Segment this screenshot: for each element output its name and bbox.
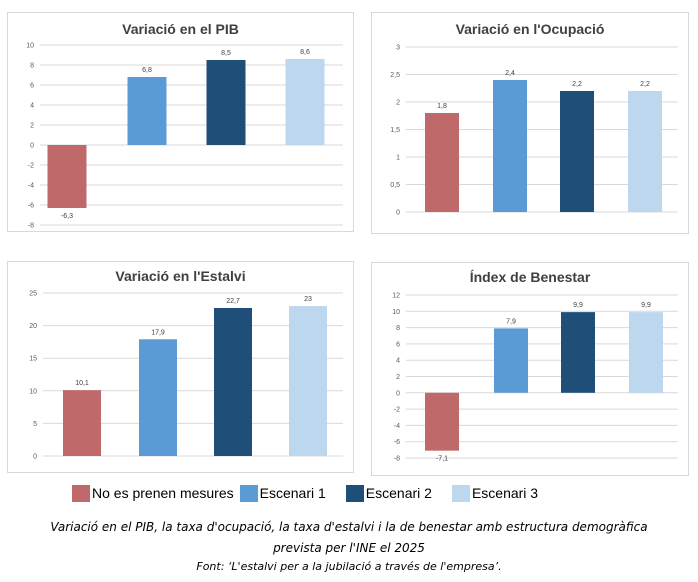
ytick-label-pib-2: 6 xyxy=(30,83,34,90)
ytick-label-ocupacio-6: 0 xyxy=(396,210,400,217)
figure-caption-line1: Variació en el PIB, la taxa d'ocupació, … xyxy=(50,520,648,534)
ytick-label-pib-8: -6 xyxy=(28,203,34,210)
bar-ocupacio-escenari-2 xyxy=(560,91,594,212)
chart-title-benestar: Índex de Benestar xyxy=(469,269,591,285)
bar-estalvi-escenari-2 xyxy=(214,307,252,456)
chart-title-estalvi: Variació en l'Estalvi xyxy=(115,268,246,284)
legend-label-escenari-3: Escenari 3 xyxy=(471,485,539,501)
ytick-label-benestar-10: -8 xyxy=(394,456,400,463)
data-label-benestar-escenari-3: 9,9 xyxy=(641,302,651,309)
ytick-label-pib-0: 10 xyxy=(26,43,34,50)
legend: No es prenen mesures Escenari 1 Escenari… xyxy=(72,483,544,503)
chart-panel-pib: Variació en el PIB 10 8 6 4 2 0 -2 -4 -6 -8 -6,3 6,… xyxy=(7,12,354,232)
ytick-label-ocupacio-4: 1 xyxy=(396,155,400,162)
bar-ocupacio-escenari-1 xyxy=(493,80,527,212)
chart-estalvi-plot: 25 20 15 10 5 0 10,1 17,9 22,7 23 xyxy=(29,291,343,461)
data-label-estalvi-escenari-1: 17,9 xyxy=(151,329,165,336)
data-label-pib-no-mesures: -6,3 xyxy=(61,213,73,220)
data-label-estalvi-escenari-2: 22,7 xyxy=(226,298,240,305)
chart-title-ocupacio: Variació en l'Ocupació xyxy=(455,21,605,37)
ytick-label-benestar-8: -4 xyxy=(394,423,400,430)
data-label-pib-escenari-3: 8,6 xyxy=(300,49,310,56)
bar-ocupacio-escenari-3 xyxy=(628,91,662,212)
ytick-label-ocupacio-0: 3 xyxy=(396,45,400,52)
data-label-benestar-escenari-2: 9,9 xyxy=(573,302,583,309)
ytick-label-ocupacio-2: 2 xyxy=(396,100,400,107)
bar-pib-no-mesures xyxy=(47,145,87,208)
data-label-pib-escenari-2: 8,5 xyxy=(221,50,231,57)
ytick-label-estalvi-2: 15 xyxy=(29,356,37,363)
legend-swatch-no-mesures xyxy=(72,484,90,502)
legend-swatch-escenari-1 xyxy=(239,484,258,502)
legend-item-no-mesures: No es prenen mesures xyxy=(72,484,234,502)
legend-item-escenari-2: Escenari 2 xyxy=(345,484,432,502)
legend-item-escenari-1: Escenari 1 xyxy=(239,484,326,502)
ytick-label-pib-9: -8 xyxy=(28,223,34,230)
bar-benestar-escenari-3 xyxy=(629,312,663,393)
ytick-label-pib-3: 4 xyxy=(30,103,34,110)
data-label-ocupacio-escenari-2: 2,2 xyxy=(572,81,582,88)
ytick-label-pib-6: -2 xyxy=(28,163,34,170)
bar-ocupacio-no-mesures xyxy=(425,113,459,212)
legend-item-escenari-3: Escenari 3 xyxy=(451,484,539,502)
data-label-ocupacio-escenari-1: 2,4 xyxy=(505,70,515,77)
bar-pib-escenari-2 xyxy=(206,60,246,145)
ytick-label-benestar-0: 12 xyxy=(392,293,400,300)
figure-caption-line2: prevista per l'INE el 2025 xyxy=(273,541,425,555)
ytick-label-estalvi-5: 0 xyxy=(33,454,37,461)
ytick-label-benestar-1: 10 xyxy=(392,309,400,316)
ytick-label-pib-1: 8 xyxy=(30,63,34,70)
bar-estalvi-no-mesures xyxy=(63,390,101,456)
chart-pib-plot: 10 8 6 4 2 0 -2 -4 -6 -8 -6,3 6,8 8,5 8,6 xyxy=(26,43,343,230)
ytick-label-benestar-2: 8 xyxy=(396,325,400,332)
ytick-label-benestar-5: 2 xyxy=(396,374,400,381)
ytick-label-estalvi-3: 10 xyxy=(29,388,37,395)
chart-title-pib: Variació en el PIB xyxy=(122,21,239,37)
ytick-label-pib-5: 0 xyxy=(30,143,34,150)
ytick-label-estalvi-1: 20 xyxy=(29,323,37,330)
data-label-ocupacio-escenari-3: 2,2 xyxy=(640,81,650,88)
legend-label-escenari-2: Escenari 2 xyxy=(365,485,432,501)
ytick-label-benestar-4: 4 xyxy=(396,358,400,365)
chart-panel-ocupacio: Variació en l'Ocupació 3 2,5 2 1,5 1 0,5 0 1,8 2… xyxy=(371,12,689,234)
bar-estalvi-escenari-1 xyxy=(139,339,177,456)
data-label-benestar-no-mesures: -7,1 xyxy=(436,456,448,463)
chart-panel-estalvi: Variació en l'Estalvi 25 20 15 10 5 0 10,1 17,9… xyxy=(7,261,354,473)
data-label-benestar-escenari-1: 7,9 xyxy=(506,318,516,325)
data-label-estalvi-no-mesures: 10,1 xyxy=(75,380,89,387)
ytick-label-pib-7: -4 xyxy=(28,183,34,190)
legend-label-no-mesures: No es prenen mesures xyxy=(92,485,234,501)
chart-benestar-plot: 12 10 8 6 4 2 0 -2 -4 -6 -8 -7,1 7,9 9,9 9,9 xyxy=(392,293,678,463)
ytick-label-ocupacio-3: 1,5 xyxy=(390,127,400,134)
legend-swatch-escenari-3 xyxy=(451,484,470,502)
bar-benestar-no-mesures xyxy=(425,392,459,451)
ytick-label-benestar-3: 6 xyxy=(396,341,400,348)
ytick-label-pib-4: 2 xyxy=(30,123,34,130)
bar-benestar-escenari-2 xyxy=(561,312,595,393)
ytick-label-ocupacio-1: 2,5 xyxy=(390,72,400,79)
ytick-label-benestar-7: -2 xyxy=(394,407,400,414)
legend-swatch-escenari-2 xyxy=(345,484,364,502)
legend-label-escenari-1: Escenari 1 xyxy=(259,485,326,501)
chart-panel-benestar: Índex de Benestar 12 10 8 6 4 2 0 -2 -4 -6 -8 -7,1 7… xyxy=(371,262,689,476)
ytick-label-estalvi-4: 5 xyxy=(33,421,37,428)
bar-pib-escenari-3 xyxy=(285,59,325,145)
data-label-pib-escenari-1: 6,8 xyxy=(142,67,152,74)
ytick-label-benestar-6: 0 xyxy=(396,390,400,397)
data-label-ocupacio-no-mesures: 1,8 xyxy=(437,103,447,110)
bar-pib-escenari-1 xyxy=(127,77,167,145)
chart-ocupacio-plot: 3 2,5 2 1,5 1 0,5 0 1,8 2,4 2,2 2,2 xyxy=(390,45,678,217)
ytick-label-benestar-9: -6 xyxy=(394,439,400,446)
bar-estalvi-escenari-3 xyxy=(289,306,327,456)
data-label-estalvi-escenari-3: 23 xyxy=(304,296,312,303)
figure-source: Font: ‘L'estalvi per a la jubilació a tr… xyxy=(196,560,502,573)
ytick-label-ocupacio-5: 0,5 xyxy=(390,182,400,189)
ytick-label-estalvi-0: 25 xyxy=(29,291,37,298)
bar-benestar-escenari-1 xyxy=(494,328,528,393)
